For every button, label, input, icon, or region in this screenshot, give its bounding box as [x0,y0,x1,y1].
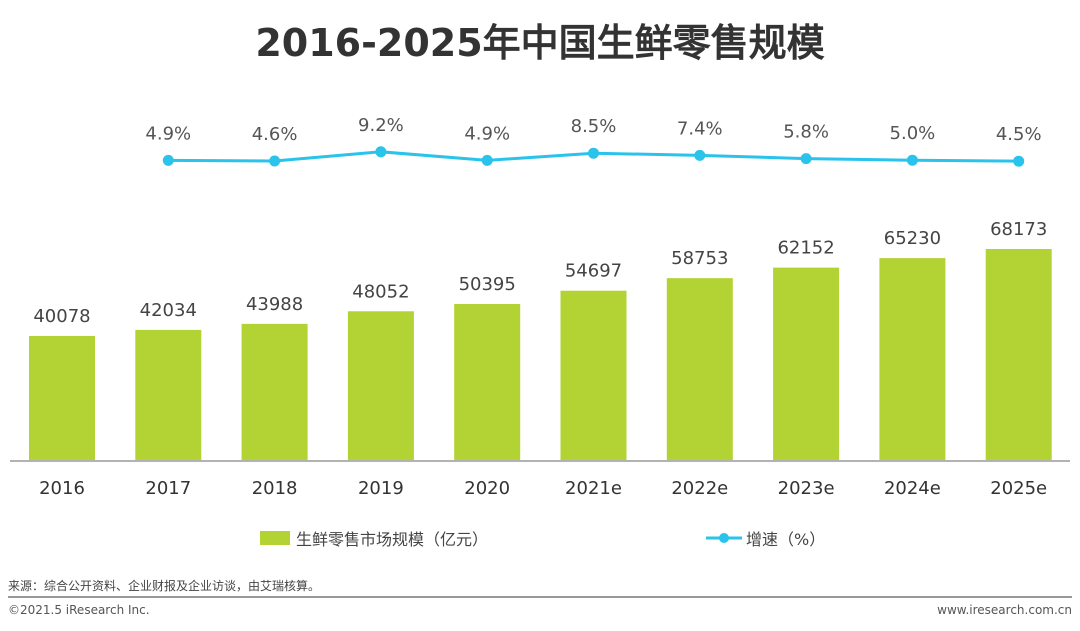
growth-point [375,146,387,158]
growth-point [1013,155,1025,167]
bar-value-label: 58753 [671,248,728,269]
growth-value-label: 5.0% [890,123,936,144]
growth-value-label: 8.5% [571,116,617,137]
bar [135,329,202,460]
website-link: www.iresearch.com.cn [937,603,1072,617]
legend-item-bar: 生鲜零售市场规模（亿元） [260,526,488,550]
growth-point [694,149,706,161]
x-tick-label: 2023e [778,478,835,499]
bar [879,258,946,460]
bar-value-label: 54697 [565,261,622,282]
x-tick-label: 2017 [145,478,191,499]
bar [347,311,414,460]
x-tick-label: 2024e [884,478,941,499]
x-tick-label: 2025e [990,478,1047,499]
bar [560,290,627,460]
growth-value-label: 4.6% [252,124,298,145]
bar-value-label: 62152 [777,238,834,259]
growth-value-label: 5.8% [783,122,829,143]
bar [773,267,840,460]
growth-value-label: 4.9% [464,123,510,144]
bar-value-label: 50395 [459,274,516,295]
growth-value-label: 4.5% [996,124,1042,145]
growth-value-label: 7.4% [677,118,723,139]
legend-label-line: 增速（%） [746,530,826,549]
growth-point [800,153,812,165]
bar [666,278,733,460]
growth-value-label: 9.2% [358,115,404,136]
growth-point [162,154,174,166]
source-note: 来源：综合公开资料、企业财报及企业访谈，由艾瑞核算。 [8,579,321,593]
bar-value-label: 43988 [246,294,303,315]
growth-point [588,147,599,159]
bar [29,335,95,460]
chart-title: 2016-2025年中国生鲜零售规模 [255,21,825,65]
bar [241,323,308,460]
x-tick-label: 2022e [671,478,728,499]
copyright: ©2021.5 iResearch Inc. [8,603,150,617]
bar-value-label: 65230 [884,228,941,249]
footer-divider [8,596,1072,598]
bar-value-label: 48052 [352,281,409,302]
bar [454,304,521,460]
legend-swatch-line [706,533,742,543]
growth-point [481,154,493,166]
growth-value-label: 4.9% [145,123,191,144]
legend-item-line: 增速（%） [706,526,825,550]
bar-value-label: 40078 [33,306,90,327]
bar [985,249,1052,460]
x-tick-label: 2019 [358,478,404,499]
growth-point [269,155,281,167]
x-tick-label: 2016 [39,478,85,499]
x-tick-label: 2020 [464,478,510,499]
legend-label-bar: 生鲜零售市场规模（亿元） [296,530,489,549]
bar-value-label: 68173 [990,219,1047,240]
legend-swatch-bar [260,531,290,545]
growth-point [906,154,918,166]
x-tick-label: 2021e [565,478,622,499]
x-tick-label: 2018 [252,478,298,499]
bar-value-label: 42034 [140,300,197,321]
